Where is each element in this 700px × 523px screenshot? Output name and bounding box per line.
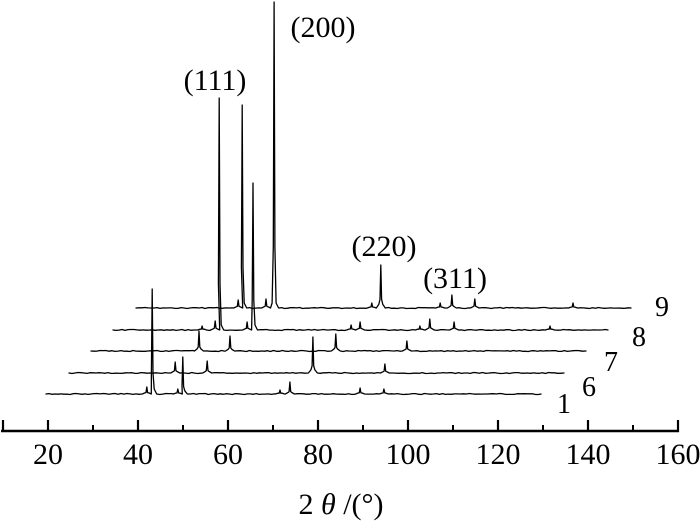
trace-label-6: 6 bbox=[582, 372, 596, 403]
trace-line-8 bbox=[112, 97, 609, 332]
trace-line-7 bbox=[90, 330, 587, 353]
trace-label-8: 8 bbox=[632, 322, 646, 353]
trace-label-9: 9 bbox=[655, 292, 669, 323]
peak-annotation-220: (220) bbox=[352, 230, 417, 263]
peak-annotation-111: (111) bbox=[184, 64, 247, 97]
peak-annotation-311: (311) bbox=[423, 262, 487, 295]
x-axis-title: 2 θ /(°) bbox=[298, 488, 383, 521]
x-axis-tick-label-120: 120 bbox=[476, 438, 521, 471]
x-axis-title-theta: θ bbox=[321, 488, 336, 521]
x-axis-tick-label-40: 40 bbox=[123, 438, 153, 471]
x-axis-title-part: 2 bbox=[298, 488, 321, 521]
x-axis-tick-label-100: 100 bbox=[386, 438, 431, 471]
x-axis-tick-label-80: 80 bbox=[303, 438, 333, 471]
trace-label-1: 1 bbox=[557, 389, 571, 420]
x-axis-title-part: /(°) bbox=[336, 488, 384, 521]
trace-line-9 bbox=[135, 1, 632, 310]
peak-annotation-200: (200) bbox=[291, 11, 356, 44]
x-axis-tick-label-60: 60 bbox=[213, 438, 243, 471]
x-axis-tick-label-20: 20 bbox=[33, 438, 63, 471]
trace-line-1 bbox=[45, 288, 542, 396]
x-axis-tick-label-160: 160 bbox=[656, 438, 700, 471]
trace-label-7: 7 bbox=[604, 347, 618, 378]
x-axis-tick-label-140: 140 bbox=[566, 438, 611, 471]
